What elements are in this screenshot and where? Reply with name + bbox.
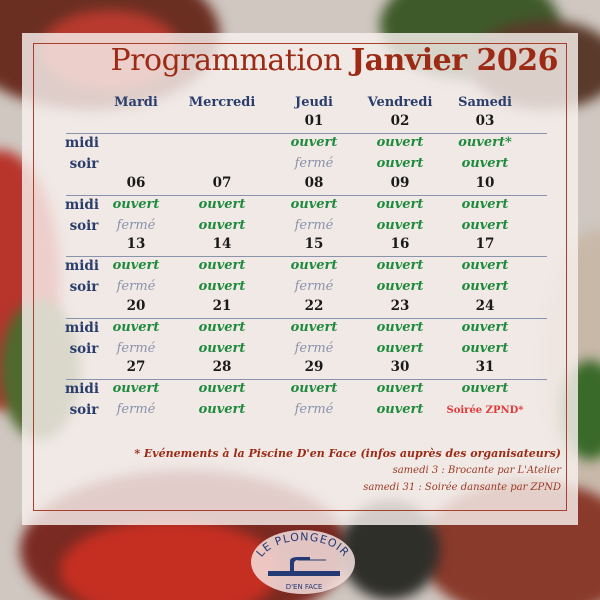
date-number: 24: [475, 298, 495, 314]
day-header-0: Mardi: [114, 95, 158, 110]
row-label-soir: soir: [69, 218, 99, 234]
status-midi: ouvert: [112, 197, 160, 212]
page-title: Programmation Janvier 2026: [111, 43, 559, 78]
status-soir: fermé: [116, 218, 156, 233]
row-label-soir: soir: [69, 156, 99, 172]
date-number: 02: [390, 113, 410, 129]
status-soir: fermé: [116, 402, 156, 417]
status-soir: fermé: [294, 402, 334, 417]
date-number: 17: [475, 236, 495, 252]
date-number: 13: [126, 236, 146, 252]
status-soir: ouvert: [461, 341, 509, 356]
status-midi: ouvert: [290, 197, 338, 212]
row-label-soir: soir: [69, 279, 99, 295]
status-soir: ouvert: [461, 279, 509, 294]
logo-bottom-text: D'EN FACE: [286, 583, 323, 591]
date-number: 08: [304, 175, 324, 191]
status-midi: ouvert: [461, 258, 509, 273]
row-label-midi: midi: [65, 381, 99, 397]
day-header-2: Jeudi: [295, 95, 333, 110]
schedule-panel: Programmation Janvier 2026 Mardi Mercredi…: [22, 33, 578, 525]
week-divider: [66, 133, 547, 134]
day-header-1: Mercredi: [188, 95, 256, 110]
panel-frame: [33, 43, 567, 511]
row-label-soir: soir: [69, 402, 99, 418]
status-soir: fermé: [294, 341, 334, 356]
status-soir: ouvert: [198, 341, 246, 356]
status-soir: ouvert: [461, 218, 509, 233]
day-header-4: Samedi: [458, 95, 512, 110]
date-number: 03: [475, 113, 495, 129]
week-divider: [66, 256, 547, 257]
status-midi: ouvert: [461, 320, 509, 335]
date-number: 22: [304, 298, 324, 314]
status-midi: ouvert: [198, 197, 246, 212]
date-number: 30: [390, 359, 410, 375]
status-soir: fermé: [294, 279, 334, 294]
status-midi: ouvert: [461, 381, 509, 396]
status-soir: ouvert: [376, 341, 424, 356]
status-midi: ouvert: [376, 258, 424, 273]
date-number: 09: [390, 175, 410, 191]
week-divider: [66, 195, 547, 196]
status-soir: fermé: [116, 279, 156, 294]
status-midi: ouvert*: [458, 135, 512, 150]
status-soir: fermé: [116, 341, 156, 356]
title-month-year: Janvier 2026: [350, 43, 559, 78]
status-midi: ouvert: [112, 258, 160, 273]
status-soir: ouvert: [461, 156, 509, 171]
status-midi: ouvert: [290, 135, 338, 150]
date-number: 31: [475, 359, 495, 375]
title-prefix: Programmation: [110, 43, 343, 78]
status-midi: ouvert: [112, 320, 160, 335]
date-number: 29: [304, 359, 324, 375]
row-label-midi: midi: [65, 197, 99, 213]
date-number: 16: [390, 236, 410, 252]
status-midi: ouvert: [290, 320, 338, 335]
status-midi: ouvert: [198, 320, 246, 335]
row-label-midi: midi: [65, 258, 99, 274]
date-number: 15: [304, 236, 324, 252]
date-number: 07: [212, 175, 232, 191]
status-soir: ouvert: [376, 218, 424, 233]
status-soir: ouvert: [198, 279, 246, 294]
date-number: 28: [212, 359, 232, 375]
row-label-soir: soir: [69, 341, 99, 357]
status-midi: ouvert: [376, 381, 424, 396]
status-midi: ouvert: [290, 381, 338, 396]
status-midi: ouvert: [198, 381, 246, 396]
status-soir: ouvert: [198, 218, 246, 233]
status-soir: ouvert: [376, 402, 424, 417]
day-header-3: Vendredi: [367, 95, 433, 110]
week-divider: [66, 379, 547, 380]
status-midi: ouvert: [376, 320, 424, 335]
status-midi: ouvert: [290, 258, 338, 273]
status-midi: ouvert: [112, 381, 160, 396]
status-soir: ouvert: [198, 402, 246, 417]
event-note-line: samedi 3 : Brocante par L'Atelier: [392, 465, 561, 476]
week-divider: [66, 318, 547, 319]
date-number: 23: [390, 298, 410, 314]
status-soir: fermé: [294, 156, 334, 171]
status-midi: ouvert: [376, 135, 424, 150]
date-number: 10: [475, 175, 495, 191]
events-note: * Evénements à la Piscine D'en Face (inf…: [134, 447, 561, 460]
date-number: 01: [304, 113, 324, 129]
status-soir: ouvert: [376, 156, 424, 171]
date-number: 06: [126, 175, 146, 191]
status-midi: ouvert: [461, 197, 509, 212]
status-midi: ouvert: [376, 197, 424, 212]
status-midi: ouvert: [198, 258, 246, 273]
status-soir: ouvert: [376, 279, 424, 294]
date-number: 14: [212, 236, 232, 252]
row-label-midi: midi: [65, 320, 99, 336]
row-label-midi: midi: [65, 135, 99, 151]
status-soir: Soirée ZPND*: [446, 405, 524, 416]
restaurant-logo: LE PLONGEOIR D'EN FACE: [251, 530, 355, 594]
event-note-line: samedi 31 : Soirée dansante par ZPND: [363, 482, 561, 493]
date-number: 20: [126, 298, 146, 314]
date-number: 27: [126, 359, 146, 375]
status-soir: fermé: [294, 218, 334, 233]
date-number: 21: [212, 298, 232, 314]
